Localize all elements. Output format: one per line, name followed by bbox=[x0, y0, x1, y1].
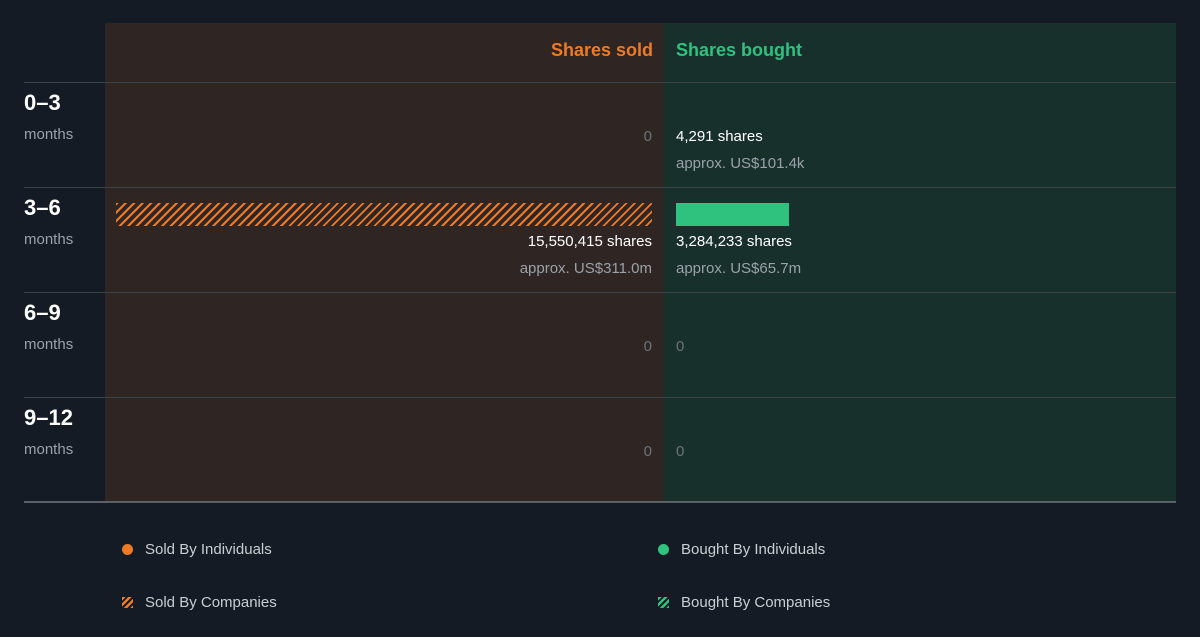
bought-panel bbox=[664, 23, 1176, 502]
row-divider bbox=[24, 292, 1176, 293]
legend-hatch-icon bbox=[122, 597, 133, 608]
sold-zero-value: 0 bbox=[643, 128, 652, 145]
period-row: 6–9 months 0 0 bbox=[24, 292, 1176, 397]
period-row: 0–3 months 0 4,291 shares approx. US$101.4k bbox=[24, 82, 1176, 187]
period-unit: months bbox=[24, 126, 74, 143]
bought-zero-value: 0 bbox=[676, 443, 685, 460]
sold-shares-value: 15,550,415 shares bbox=[527, 233, 652, 250]
bought-approx-value: approx. US$65.7m bbox=[676, 260, 802, 277]
legend-label: Sold By Individuals bbox=[145, 541, 272, 558]
legend-hatch-icon bbox=[658, 597, 669, 608]
period-label: 6–9 bbox=[24, 300, 61, 325]
period-unit: months bbox=[24, 336, 74, 353]
legend-dot-icon bbox=[122, 544, 133, 555]
row-divider bbox=[24, 187, 1176, 188]
legend-label: Bought By Companies bbox=[681, 594, 831, 611]
header-shares-sold: Shares sold bbox=[550, 40, 653, 60]
header-shares-bought: Shares bought bbox=[676, 40, 803, 60]
sold-zero-value: 0 bbox=[643, 338, 652, 355]
sold-approx-value: approx. US$311.0m bbox=[519, 260, 652, 277]
legend-item-bought-individuals[interactable]: Bought By Individuals bbox=[658, 541, 825, 558]
legend-item-sold-companies[interactable]: Sold By Companies bbox=[122, 594, 277, 611]
legend-label: Bought By Individuals bbox=[681, 541, 826, 558]
legend-label: Sold By Companies bbox=[145, 594, 277, 611]
legend-dot-icon bbox=[658, 544, 669, 555]
period-label: 3–6 bbox=[24, 195, 61, 220]
period-label: 0–3 bbox=[24, 90, 61, 115]
period-unit: months bbox=[24, 441, 74, 458]
sold-zero-value: 0 bbox=[643, 443, 652, 460]
sold-companies-bar[interactable] bbox=[116, 203, 652, 226]
legend-item-sold-individuals[interactable]: Sold By Individuals bbox=[122, 541, 272, 558]
period-unit: months bbox=[24, 231, 74, 248]
row-divider bbox=[24, 82, 1176, 83]
period-row: 9–12 months 0 0 bbox=[24, 397, 1176, 502]
bought-approx-value: approx. US$101.4k bbox=[676, 155, 805, 172]
sold-panel bbox=[105, 23, 664, 502]
period-row: 3–6 months 15,550,415 shares approx. US$311… bbox=[24, 187, 1176, 292]
period-label: 9–12 bbox=[24, 405, 73, 430]
axis-line bbox=[24, 501, 1176, 503]
bought-individuals-bar[interactable] bbox=[676, 203, 789, 226]
bought-shares-value: 3,284,233 shares bbox=[676, 233, 792, 250]
legend-item-bought-companies[interactable]: Bought By Companies bbox=[658, 594, 830, 611]
bought-shares-value: 4,291 shares bbox=[676, 128, 763, 145]
bought-zero-value: 0 bbox=[676, 338, 685, 355]
row-divider bbox=[24, 397, 1176, 398]
